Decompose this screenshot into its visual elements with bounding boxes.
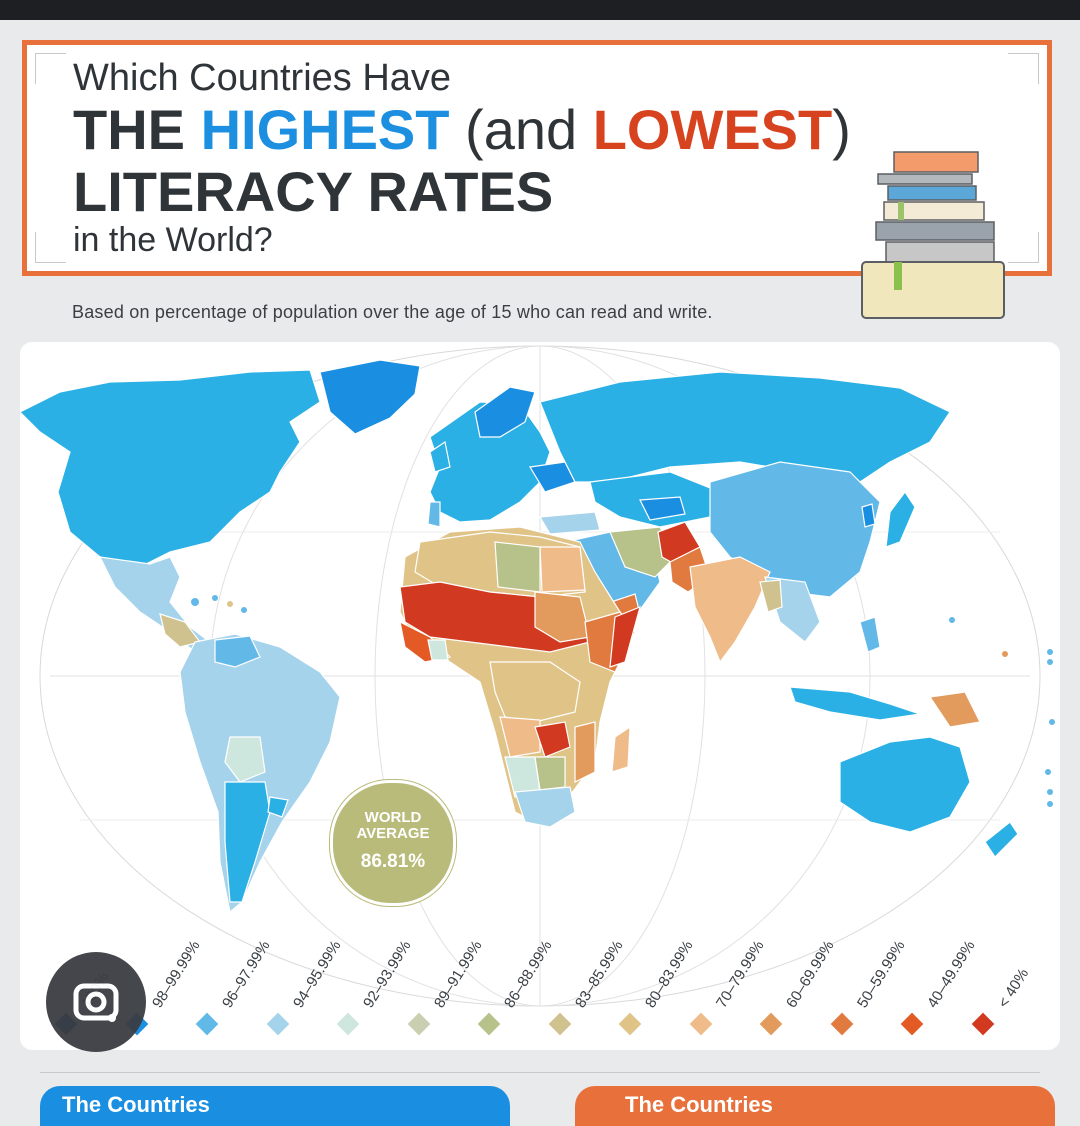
region-libya: [494, 541, 541, 593]
section-tab-lowest-label: The Countries: [625, 1092, 773, 1117]
region-north-america: [20, 369, 321, 568]
title-box: Which Countries Have THE HIGHEST (and LO…: [22, 40, 1052, 276]
title-the: THE: [73, 98, 185, 161]
section-tab-highest: The Countries: [40, 1086, 510, 1126]
corner-mark: [1008, 53, 1039, 84]
title-line-2: THE HIGHEST (and LOWEST): [73, 97, 851, 162]
world-map: [20, 345, 1055, 1007]
title-highest: HIGHEST: [200, 98, 450, 161]
region-japan: [885, 490, 916, 548]
region-scandinavia: [474, 386, 536, 438]
region-bolivia: [224, 736, 266, 783]
top-status-bar: [0, 0, 1080, 20]
region-philippines: [859, 616, 881, 653]
region-indonesia: [789, 686, 921, 721]
region-russia: [539, 371, 951, 483]
world-average-value: 86.81%: [360, 851, 426, 872]
map-card: [20, 342, 1060, 1050]
region-portugal: [427, 501, 441, 528]
region-south-africa: [514, 786, 576, 828]
region-india: [689, 556, 771, 664]
divider: [40, 1072, 1040, 1073]
corner-mark: [35, 53, 66, 84]
region-argentina: [224, 781, 271, 903]
region-papua: [928, 691, 981, 728]
region-new-zealand: [984, 821, 1019, 858]
camera-icon: [73, 983, 119, 1022]
region-turkey: [539, 511, 601, 535]
title-line-4: in the World?: [73, 221, 273, 259]
title-close-paren: ): [832, 98, 851, 161]
region-greenland: [319, 359, 421, 435]
region-myanmar: [759, 579, 783, 613]
subtitle: Based on percentage of population over t…: [72, 302, 713, 322]
world-average-label-2: AVERAGE: [356, 825, 430, 842]
corner-mark: [35, 232, 66, 263]
region-central-america: [159, 613, 202, 648]
region-uruguay: [267, 796, 289, 818]
region-ghana: [427, 639, 449, 661]
title-line-1: Which Countries Have: [73, 57, 452, 99]
region-egypt: [539, 546, 586, 593]
world-average-label-1: WORLD: [364, 809, 422, 826]
region-uzbekistan: [639, 496, 686, 521]
section-tab-lowest: The Countries: [575, 1086, 1055, 1126]
region-somalia: [609, 605, 641, 668]
region-venezuela: [214, 635, 261, 668]
region-zambia: [534, 721, 571, 758]
region-sudan: [534, 591, 591, 643]
region-madagascar: [611, 725, 631, 773]
world-average-badge: WORLD AVERAGE 86.81%: [330, 780, 456, 906]
corner-mark: [1008, 232, 1039, 263]
title-lowest: LOWEST: [592, 98, 833, 161]
region-mozambique: [574, 721, 596, 783]
region-botswana: [534, 756, 566, 791]
region-korea: [861, 503, 876, 528]
title-and: (and: [465, 98, 578, 161]
region-central-africa: [489, 661, 581, 723]
title-line-3: LITERACY RATES: [73, 160, 554, 223]
section-tab-highest-label: The Countries: [62, 1092, 210, 1117]
region-angola: [499, 716, 541, 758]
lens-search-icon[interactable]: [46, 952, 146, 1052]
books-stack-icon: [861, 151, 1005, 319]
region-uk: [429, 441, 451, 473]
region-australia: [839, 736, 971, 833]
